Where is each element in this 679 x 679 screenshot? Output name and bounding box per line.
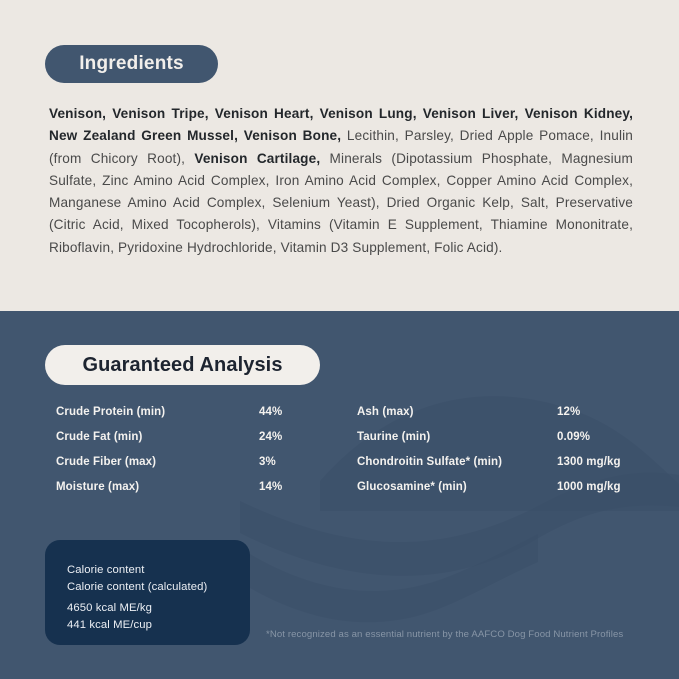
nutrient-label: Crude Fiber (max) [56, 456, 157, 468]
nutrient-row: Moisture (max) 14% [56, 481, 346, 506]
nutrient-label: Ash (max) [357, 406, 414, 418]
decorative-wave-lower-left [240, 534, 538, 623]
nutrient-label: Crude Protein (min) [56, 406, 166, 418]
nutrient-label: Glucosamine* (min) [357, 481, 467, 493]
nutrient-label: Chondroitin Sulfate* (min) [357, 456, 503, 468]
ingredient-segment: Minerals (Dipotassium Phosphate, Magnesi… [49, 150, 633, 255]
ingredient-segment: Venison Cartilage, [194, 150, 321, 166]
ingredients-heading-label: Ingredients [79, 53, 184, 74]
ingredients-section: Ingredients Venison, Venison Tripe, Veni… [0, 0, 679, 311]
ingredients-heading-badge: Ingredients [45, 45, 218, 83]
aafco-footnote: *Not recognized as an essential nutrient… [266, 629, 624, 640]
nutrient-label: Moisture (max) [56, 481, 140, 493]
nutrient-value: 0.09% [557, 431, 591, 443]
nutrient-value: 3% [259, 456, 276, 468]
nutrient-value: 14% [259, 481, 283, 493]
nutrient-row: Crude Protein (min) 44% [56, 406, 346, 431]
nutrient-label: Taurine (min) [357, 431, 431, 443]
nutrient-value: 12% [557, 406, 581, 418]
nutrient-row: Crude Fat (min) 24% [56, 431, 346, 456]
nutrient-value: 44% [259, 406, 283, 418]
nutrient-value: 1300 mg/kg [557, 456, 621, 468]
nutrient-row: Crude Fiber (max) 3% [56, 456, 346, 481]
nutrient-table-left-column: Crude Protein (min) 44% Crude Fat (min) 24%… [56, 406, 346, 506]
calorie-content-box: Calorie content Calorie content (calculat… [45, 540, 250, 645]
ingredients-text: Venison, Venison Tripe, Venison Heart, V… [49, 103, 633, 259]
ingredient-segment: Lecithin, Parsley, Dried Apple Pomace, I… [49, 128, 633, 166]
calorie-content-value-line: 441 kcal ME/cup [67, 618, 153, 631]
calorie-content-title-line: Calorie content [67, 564, 145, 576]
nutrient-label: Crude Fat (min) [56, 431, 143, 443]
nutrient-value: 24% [259, 431, 283, 443]
nutrient-value: 1000 mg/kg [557, 481, 621, 493]
calorie-content-title-line: Calorie content (calculated) [67, 580, 208, 593]
calorie-content-titles: Calorie content Calorie content (calculat… [67, 562, 207, 595]
nutrient-table-right-column: Ash (max) 12% Taurine (min) 0.09% Chondroiti… [357, 406, 657, 506]
guaranteed-analysis-heading-badge: Guaranteed Analysis [45, 345, 320, 385]
calorie-content-values: 4650 kcal ME/kg 441 kcal ME/cup [67, 600, 152, 633]
nutrient-row: Glucosamine* (min) 1000 mg/kg [357, 481, 657, 506]
calorie-content-value-line: 4650 kcal ME/kg [67, 602, 153, 614]
nutrient-row: Ash (max) 12% [357, 406, 657, 431]
guaranteed-analysis-heading-label: Guaranteed Analysis [82, 353, 283, 376]
nutrient-row: Chondroitin Sulfate* (min) 1300 mg/kg [357, 456, 657, 481]
ingredient-segment: Venison, Venison Tripe, Venison Heart, V… [49, 106, 633, 144]
nutrient-row: Taurine (min) 0.09% [357, 431, 657, 456]
